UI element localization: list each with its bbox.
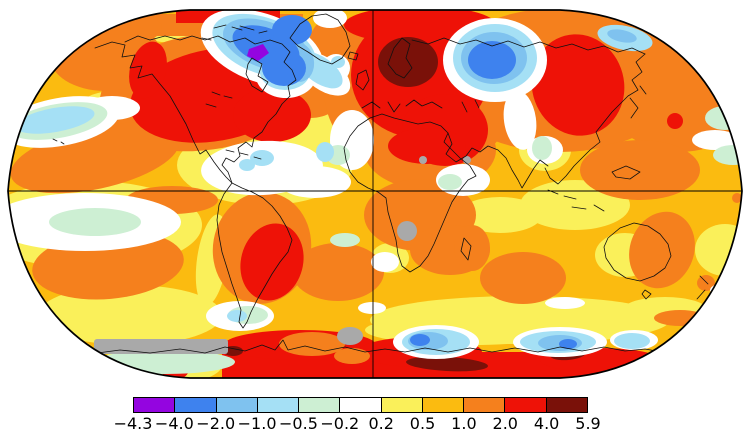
colorbar-segment [134, 398, 176, 412]
colorbar-tick-label: −2.0 [196, 414, 236, 433]
colorbar-tick-label: 1.0 [451, 414, 477, 433]
colorbar-segment [422, 398, 465, 412]
colorbar [133, 397, 588, 413]
colorbar-tick-label: −4.3 [113, 414, 153, 433]
colorbar-tick-label: 2.0 [492, 414, 518, 433]
colorbar-segment [546, 398, 587, 412]
colorbar-segment [505, 398, 547, 412]
colorbar-tick-label: 0.2 [368, 414, 394, 433]
world-anomaly-map [7, 9, 743, 379]
coastlines [52, 13, 709, 355]
colorbar-tick-label: 0.5 [409, 414, 436, 433]
colorbar-tick-label: −0.2 [320, 414, 360, 433]
colorbar-tick-label: −4.0 [154, 414, 194, 433]
anomaly-regions [8, 10, 742, 378]
colorbar-tick-label: −1.0 [237, 414, 277, 433]
map-gridlines [8, 10, 742, 378]
colorbar-tick-label: 4.0 [533, 414, 560, 433]
colorbar-segment [175, 398, 217, 412]
colorbar-tick-labels: −4.3 −4.0 −2.0 −1.0 −0.5 −0.2 0.2 0.5 1.0 2.0 4.0 5… [114, 414, 601, 436]
colorbar-segment [257, 398, 300, 412]
colorbar-segment [381, 398, 423, 412]
colorbar-segment [464, 398, 506, 412]
colorbar-tick-label: −0.5 [279, 414, 318, 433]
colorbar-tick-label: 5.9 [575, 414, 601, 433]
map-outline [7, 9, 743, 379]
colorbar-segment [216, 398, 258, 412]
colorbar-segment [340, 398, 382, 412]
colorbar-segment [299, 398, 341, 412]
